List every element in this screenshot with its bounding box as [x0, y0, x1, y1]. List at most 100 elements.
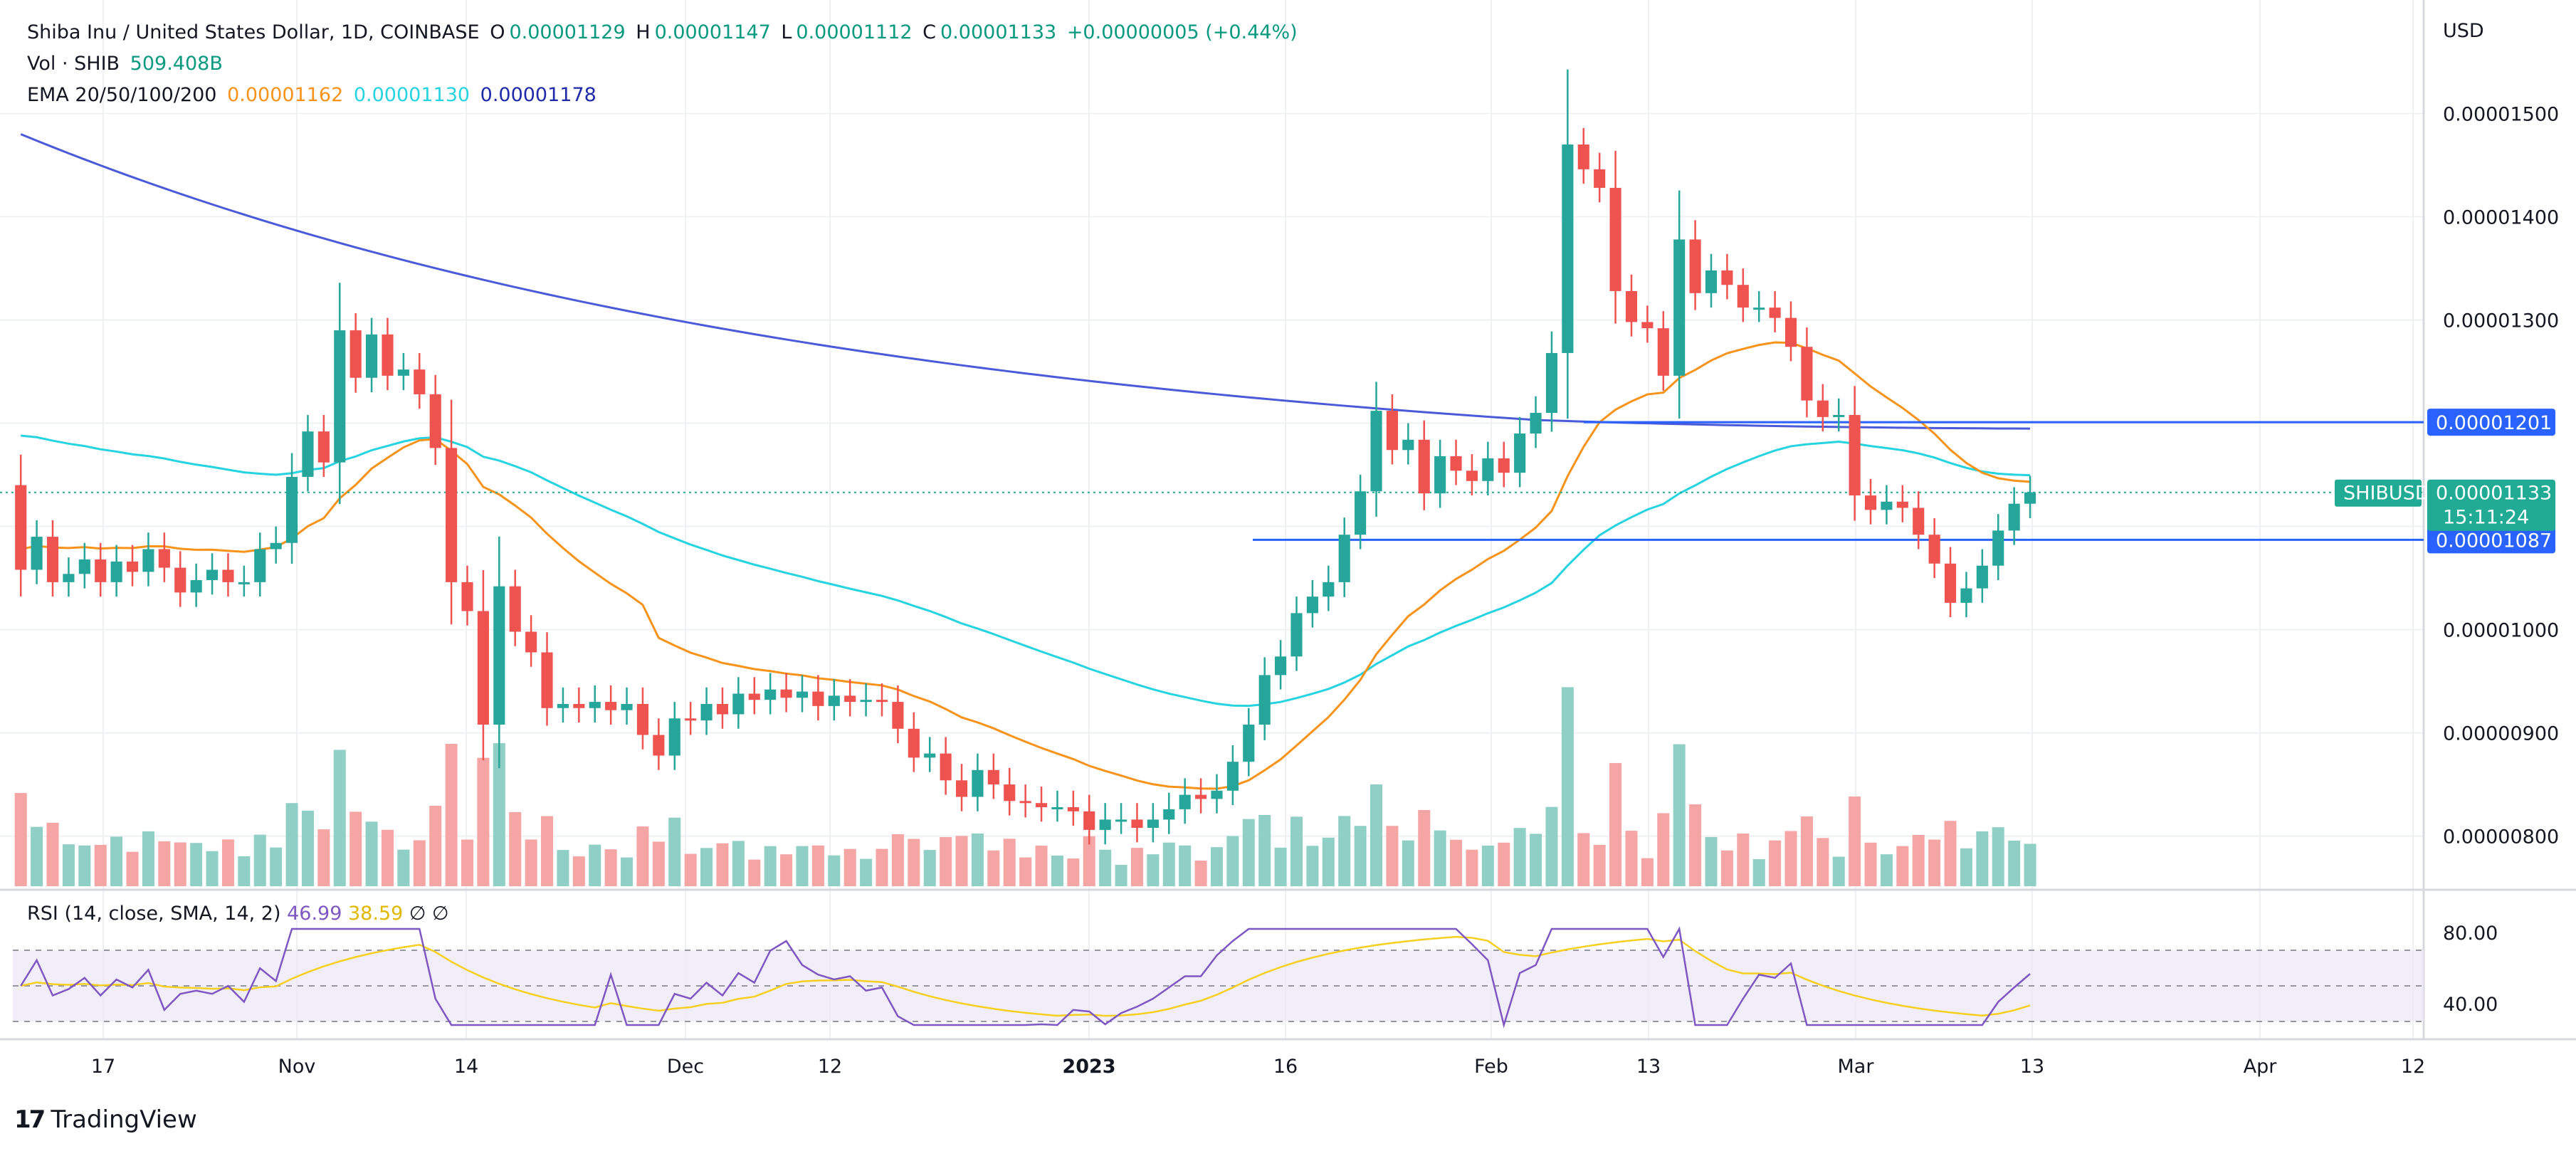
candle-body-58 [940, 753, 952, 781]
volume-bar-72 [1162, 842, 1175, 886]
candle-body-124 [1992, 530, 2004, 566]
volume-bar-119 [1912, 835, 1925, 886]
volume-bar-88 [1418, 810, 1431, 886]
candle-body-49 [796, 691, 809, 698]
volume-bar-3 [62, 844, 75, 886]
candle-body-109 [1753, 308, 1765, 310]
volume-bar-5 [94, 844, 107, 886]
volume-bar-28 [461, 839, 474, 886]
volume-bar-14 [238, 856, 251, 886]
candle-body-32 [525, 631, 537, 653]
candle-body-8 [142, 549, 154, 572]
current-price-label: 0.00001133 [2436, 483, 2552, 505]
volume-bar-20 [333, 750, 346, 886]
volume-bar-18 [301, 810, 314, 886]
price-tick-1: 0.00001400 [2443, 207, 2559, 229]
volume-bar-124 [1992, 827, 2004, 886]
volume-bar-43 [700, 848, 713, 886]
volume-bar-89 [1434, 830, 1446, 886]
volume-bar-115 [1849, 797, 1861, 886]
volume-bar-123 [1976, 831, 1989, 886]
candle-body-16 [270, 542, 282, 550]
volume-bar-0 [14, 793, 27, 886]
candle-body-34 [557, 703, 569, 708]
volume-bar-95 [1530, 834, 1542, 886]
candle-body-60 [972, 769, 984, 797]
candle-body-101 [1625, 290, 1638, 322]
price-tick-2: 0.00001300 [2443, 310, 2559, 332]
volume-bar-121 [1944, 821, 1957, 886]
level-label-1: 0.00001087 [2436, 530, 2552, 552]
time-label-10: 13 [2020, 1056, 2044, 1078]
volume-bar-63 [1019, 857, 1032, 886]
candle-body-79 [1275, 656, 1287, 676]
ema200-line [20, 133, 2031, 430]
candle-body-78 [1258, 675, 1271, 725]
volume-bar-87 [1402, 840, 1414, 886]
price-tick-5: 0.00000800 [2443, 826, 2559, 848]
time-label-9: Mar [1838, 1056, 1875, 1078]
volume-bar-44 [716, 843, 729, 886]
candle-body-114 [1833, 414, 1845, 417]
time-label-1: Nov [278, 1056, 316, 1078]
candle-body-12 [206, 569, 219, 580]
volume-bar-105 [1689, 804, 1702, 886]
candle-body-87 [1402, 439, 1414, 451]
candle-body-121 [1944, 563, 1957, 603]
volume-bar-39 [636, 826, 649, 886]
candle-body-31 [509, 586, 521, 632]
volume-bar-38 [621, 857, 634, 886]
candle-body-66 [1067, 806, 1079, 811]
volume-bar-107 [1720, 850, 1733, 886]
rsi-value: 46.99 [287, 903, 342, 925]
candle-body-11 [190, 579, 202, 593]
candle-body-67 [1083, 811, 1095, 830]
price-tick-4: 0.00000900 [2443, 723, 2559, 745]
candle-body-52 [844, 695, 856, 703]
volume-bar-64 [1035, 846, 1048, 886]
candle-body-126 [2024, 492, 2036, 504]
ema20-line [20, 341, 2031, 790]
ema20-value: 0.00001162 [227, 84, 344, 106]
volume-bar-9 [158, 841, 171, 886]
ema200-value: 0.00001178 [480, 84, 596, 106]
ohlc-low-key: L [781, 21, 792, 43]
candles [15, 69, 2036, 845]
candle-body-27 [446, 448, 458, 582]
rsi-line [20, 926, 2031, 1029]
volume-bar-42 [684, 853, 697, 886]
volume-bar-50 [811, 845, 824, 886]
symbol-legend: Shiba Inu / United States Dollar, 1D, CO… [27, 21, 1302, 43]
volume-bar-56 [908, 839, 920, 886]
volume-bar-84 [1354, 826, 1367, 886]
volume-label: Vol · SHIB [27, 53, 120, 75]
tradingview-logo[interactable]: 17 TradingView [14, 1105, 197, 1134]
volume-bar-62 [1003, 839, 1016, 886]
volume-bar-22 [365, 821, 378, 886]
candle-body-99 [1594, 169, 1606, 188]
volume-bar-77 [1242, 819, 1255, 886]
volume-bar-1 [31, 826, 43, 886]
ema50-line [21, 434, 2031, 708]
ohlc-open-value: 0.00001129 [509, 21, 626, 43]
time-label-4: 12 [818, 1056, 842, 1078]
rsi-tick-1: 40.00 [2443, 994, 2498, 1016]
candle-body-112 [1801, 347, 1813, 401]
volume-bar-109 [1752, 859, 1765, 886]
tradingview-logo-icon: 17 [14, 1105, 46, 1134]
candle-body-50 [812, 691, 824, 706]
candle-body-106 [1705, 270, 1718, 293]
candle-body-68 [1099, 819, 1111, 830]
price-tick-0: 0.00001500 [2443, 104, 2559, 126]
volume-bar-60 [971, 834, 984, 886]
volume-bar-80 [1290, 816, 1303, 886]
volume-bar-27 [445, 744, 458, 886]
rsi-label: RSI (14, close, SMA, 14, 2) [27, 903, 281, 925]
candle-body-72 [1163, 809, 1175, 820]
volume-bar-13 [221, 839, 234, 886]
candle-body-36 [589, 702, 601, 708]
candle-body-23 [382, 334, 394, 376]
candle-body-93 [1498, 458, 1510, 473]
candle-body-4 [78, 559, 90, 574]
